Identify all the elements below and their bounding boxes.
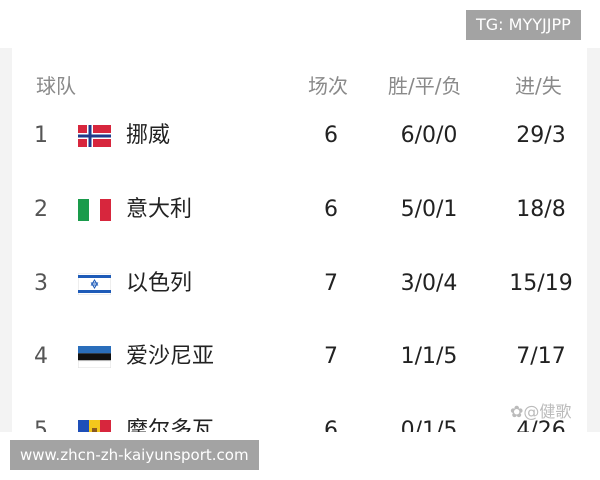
table-row[interactable]: 3 以色列 7 3/0/4 15/19 <box>0 264 600 304</box>
matches: 7 <box>324 271 338 296</box>
rank: 3 <box>34 271 48 296</box>
rank: 4 <box>34 344 48 369</box>
moldova-flag-icon <box>78 420 111 442</box>
standings-card <box>12 48 587 432</box>
norway-flag-icon <box>78 125 111 147</box>
team-name: 挪威 <box>126 123 171 148</box>
win-draw-loss: 3/0/4 <box>400 271 458 296</box>
goals: 15/19 <box>509 271 573 296</box>
rank: 2 <box>34 197 48 222</box>
italy-flag-icon <box>78 199 111 221</box>
win-draw-loss: 1/1/5 <box>400 344 458 369</box>
goals: 7/17 <box>516 344 566 369</box>
matches: 6 <box>324 197 338 222</box>
table-row[interactable]: 4 爱沙尼亚 7 1/1/5 7/17 <box>0 337 600 377</box>
goals: 18/8 <box>516 197 566 222</box>
israel-flag-icon <box>77 272 112 296</box>
header-matches: 场次 <box>308 74 348 98</box>
table-row[interactable]: 2 意大利 6 5/0/1 18/8 <box>0 190 600 230</box>
header-wdl: 胜/平/负 <box>388 74 462 98</box>
matches: 6 <box>324 123 338 148</box>
win-draw-loss: 6/0/0 <box>400 123 458 148</box>
team-name: 意大利 <box>126 197 193 222</box>
win-draw-loss: 5/0/1 <box>400 197 458 222</box>
header-goals: 进/失 <box>515 74 562 98</box>
estonia-flag-icon <box>77 346 112 369</box>
team-name: 以色列 <box>126 271 193 296</box>
tg-watermark: TG: MYYJJPP <box>466 10 581 40</box>
url-watermark: www.zhcn-zh-kaiyunsport.com <box>10 440 259 470</box>
rank: 1 <box>34 123 48 148</box>
header-team: 球队 <box>36 74 76 98</box>
matches: 7 <box>324 344 338 369</box>
table-row[interactable]: 1 挪威 6 6/0/0 29/3 <box>0 116 600 156</box>
goals: 29/3 <box>516 123 566 148</box>
author-watermark: ✿@健歌 <box>510 402 572 421</box>
team-name: 爱沙尼亚 <box>126 344 215 369</box>
